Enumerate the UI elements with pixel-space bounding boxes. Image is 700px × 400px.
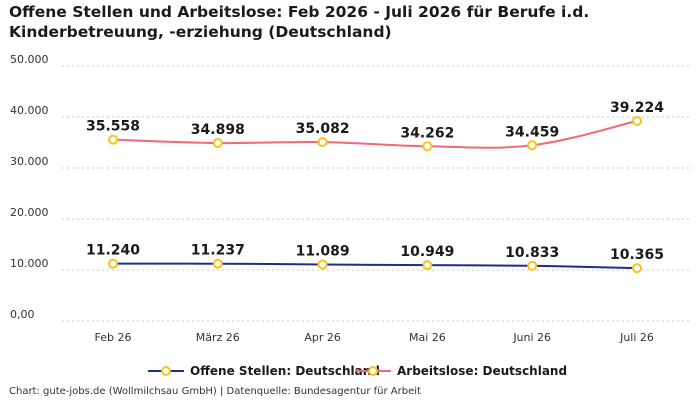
y-tick-label: 20.000 — [10, 206, 49, 219]
data-point — [317, 259, 328, 270]
data-point — [632, 263, 642, 274]
data-point — [212, 138, 223, 149]
data-label: 35.082 — [296, 121, 350, 137]
x-tick-label: Juni 26 — [512, 331, 551, 344]
legend: Offene Stellen: Deutschland Arbeitslose: … — [148, 364, 567, 378]
data-label: 10.833 — [505, 245, 559, 261]
y-tick-label: 40.000 — [10, 104, 49, 117]
x-tick-label: Mai 26 — [409, 331, 446, 344]
series-line — [112, 262, 638, 270]
data-label: 11.237 — [191, 243, 245, 259]
y-tick-label: 0,00 — [10, 308, 35, 321]
series-line — [112, 119, 638, 149]
legend-marker — [368, 366, 378, 376]
data-label: 34.898 — [191, 122, 245, 138]
chart-title: Offene Stellen und Arbeitslose: Feb 2026… — [9, 3, 590, 41]
data-point — [422, 141, 433, 152]
data-point — [317, 137, 328, 148]
y-tick-label: 30.000 — [10, 155, 49, 168]
data-label: 34.262 — [400, 125, 454, 141]
data-label: 11.089 — [296, 243, 350, 259]
data-point — [527, 140, 538, 151]
x-tick-label: Feb 26 — [95, 331, 132, 344]
legend-marker — [161, 366, 171, 376]
data-point — [422, 260, 433, 271]
x-tick-label: Apr 26 — [304, 331, 341, 344]
data-label: 39.224 — [610, 100, 664, 116]
y-tick-label: 10.000 — [10, 257, 49, 270]
source-footer: Chart: gute-jobs.de (Wollmilchsau GmbH) … — [9, 386, 421, 397]
series-lines — [108, 115, 642, 274]
data-label: 10.949 — [400, 244, 454, 260]
legend-label: Offene Stellen: Deutschland — [190, 364, 380, 378]
data-label: 34.459 — [505, 124, 559, 140]
y-tick-label: 50.000 — [10, 53, 49, 66]
data-point — [632, 115, 642, 126]
x-tick-label: Juli 26 — [619, 331, 654, 344]
y-axis: 0,00 10.000 20.000 30.000 40.000 50.000 — [10, 53, 49, 321]
data-point — [108, 134, 118, 145]
x-tick-label: März 26 — [196, 331, 240, 344]
grid-lines — [62, 65, 690, 322]
legend-label: Arbeitslose: Deutschland — [397, 364, 567, 378]
data-label: 35.558 — [86, 119, 140, 135]
data-point — [212, 258, 223, 269]
x-axis: Feb 26 März 26 Apr 26 Mai 26 Juni 26 Juli 26 — [95, 331, 654, 344]
data-label: 11.240 — [86, 243, 140, 259]
data-label: 10.365 — [610, 247, 664, 263]
data-point — [108, 258, 118, 269]
data-point — [527, 260, 538, 271]
data-labels: 11.240 11.237 11.089 10.949 10.833 10.365 35.5… — [86, 100, 664, 263]
